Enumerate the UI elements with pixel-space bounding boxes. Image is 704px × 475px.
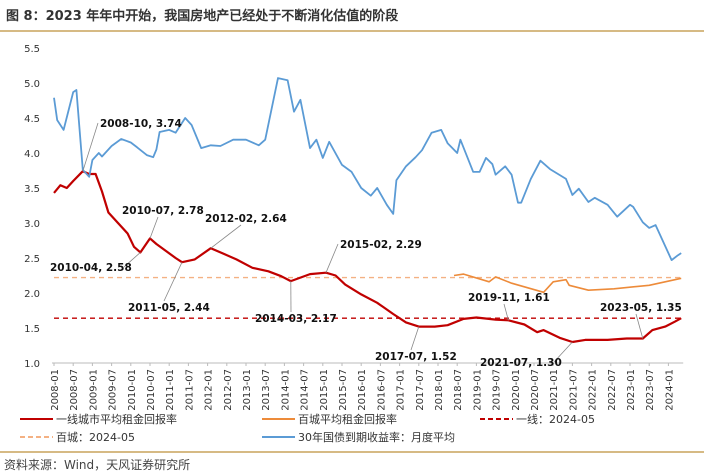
x-tick-label: 2023-01 [626, 369, 637, 411]
y-tick-label: 1.5 [24, 324, 40, 335]
x-tick-label: 2019-07 [492, 369, 503, 411]
y-tick-label: 5.5 [24, 44, 40, 55]
x-tick-label: 2019-01 [472, 369, 483, 411]
x-tick-label: 2012-07 [223, 369, 234, 411]
annotation-leader [635, 313, 644, 339]
x-tick-label: 2013-07 [261, 369, 272, 411]
annotation-label: 2011-05, 2.44 [128, 302, 210, 314]
annotation-label: 2014-03, 2.17 [255, 313, 337, 325]
x-tick-label: 2016-07 [376, 369, 387, 411]
x-tick-label: 2008-01 [50, 369, 61, 411]
x-tick-label: 2011-07 [184, 369, 195, 411]
series-line-1 [453, 273, 682, 294]
legend-label: 百城平均租金回报率 [298, 412, 397, 426]
legend-label: 百城：2024-05 [56, 431, 135, 444]
x-tick-label: 2014-07 [300, 369, 311, 411]
plot-area: 1.0 1.5 2.0 2.5 3.0 3.5 4.0 4.5 5.0 5.5 2008-01 200… [20, 44, 684, 444]
legend-label: 30年国债到期收益率：月度平均 [298, 430, 455, 444]
annotation-label: 2010-07, 2.78 [122, 205, 204, 217]
x-tick-label: 2010-07 [146, 369, 157, 411]
x-tick-label: 2017-01 [396, 369, 407, 411]
annotation-leader [82, 122, 99, 172]
legend-label: 一线：2024-05 [516, 412, 595, 426]
x-tick-label: 2010-01 [127, 369, 138, 411]
annotation-leader [163, 262, 183, 302]
series-line-0 [53, 170, 682, 344]
x-tick-label: 2015-01 [319, 369, 330, 411]
x-tick-label: 2024-01 [664, 369, 675, 411]
x-tick-label: 2012-01 [204, 369, 215, 411]
annotation-label: 2012-02, 2.64 [205, 213, 287, 225]
y-tick-label: 5.0 [24, 79, 40, 90]
y-tick-label: 3.0 [24, 219, 40, 230]
annotation-leader [149, 216, 159, 239]
x-tick-label: 2009-01 [88, 369, 99, 411]
x-tick-label: 2013-01 [242, 369, 253, 411]
annotation-label: 2017-07, 1.52 [375, 351, 457, 363]
y-tick-label: 4.0 [24, 149, 40, 160]
y-tick-label: 4.5 [24, 114, 40, 125]
x-tick-label: 2021-01 [549, 369, 560, 411]
x-tick-label: 2020-01 [511, 369, 522, 411]
legend-label: 一线城市平均租金回报率 [56, 412, 177, 426]
y-tick-label: 1.0 [24, 359, 40, 370]
x-tick-label: 2016-01 [357, 369, 368, 411]
x-tick-label: 2014-01 [280, 369, 291, 411]
x-tick-label: 2022-07 [607, 369, 618, 411]
x-tick-label: 2017-07 [415, 369, 426, 411]
annotation-label: 2010-04, 2.58 [50, 262, 132, 274]
x-tick-label: 2018-07 [453, 369, 464, 411]
annotation-leader [503, 303, 509, 321]
series-line-2 [53, 77, 682, 262]
x-tick-label: 2022-01 [588, 369, 599, 411]
annotation-leader [123, 252, 141, 268]
x-tick-label: 2008-07 [69, 369, 80, 411]
x-tick-label: 2021-07 [568, 369, 579, 411]
source-note: 资料来源：Wind，天风证券研究所 [4, 457, 190, 472]
annotation-label: 2021-07, 1.30 [480, 357, 562, 369]
x-tick-label: 2020-07 [530, 369, 541, 411]
x-tick-label: 2011-01 [165, 369, 176, 411]
annotation-label: 2015-02, 2.29 [340, 239, 422, 251]
annotation-label: 2008-10, 3.74 [100, 118, 182, 130]
y-tick-label: 3.5 [24, 184, 40, 195]
y-tick-label: 2.5 [24, 254, 40, 265]
x-tick-label: 2023-07 [645, 369, 656, 411]
annotation-leader [410, 326, 420, 351]
chart-title: 图 8：2023 年年中开始，我国房地产已经处于不断消化估值的阶段 [6, 8, 398, 24]
x-tick-label: 2018-01 [434, 369, 445, 411]
annotation-label: 2023-05, 1.35 [600, 302, 682, 314]
annotation-label: 2019-11, 1.61 [468, 292, 550, 304]
annotation-leader [553, 341, 573, 363]
annotation-leader [210, 224, 242, 249]
y-tick-label: 2.0 [24, 289, 40, 300]
annotation-leader [325, 243, 339, 273]
x-tick-label: 2015-07 [338, 369, 349, 411]
x-tick-label: 2009-07 [108, 369, 119, 411]
